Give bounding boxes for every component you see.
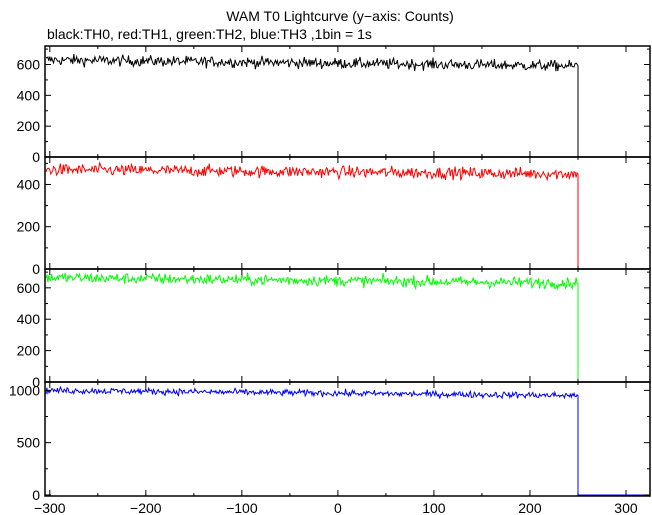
x-tick-label: 100 (422, 500, 446, 515)
panel-frame-4 (44, 381, 651, 497)
series-line-th1 (45, 161, 650, 270)
y-tick-label: 600 (17, 280, 41, 296)
series-line-th2 (45, 272, 650, 383)
y-tick-label: 0 (32, 374, 40, 390)
y-tick-label: 200 (17, 118, 41, 134)
y-tick-label: 400 (17, 311, 41, 327)
x-tick-label: −200 (130, 500, 162, 515)
chart-title: WAM T0 Lightcurve (y−axis: Counts) (226, 8, 454, 24)
series-line-th0 (45, 54, 650, 158)
y-tick-label: 500 (17, 435, 41, 451)
y-tick-label: 200 (17, 219, 41, 235)
y-tick-label: 600 (17, 57, 41, 73)
x-tick-label: −300 (34, 500, 66, 515)
x-tick-label: −100 (226, 500, 258, 515)
x-tick-label: 300 (614, 500, 638, 515)
y-tick-label: 400 (17, 176, 41, 192)
y-tick-label: 0 (32, 261, 40, 277)
y-tick-label: 0 (32, 149, 40, 165)
y-tick-label: 200 (17, 343, 41, 359)
x-tick-label: 0 (334, 500, 342, 515)
panel-frame-2 (44, 156, 651, 270)
y-tick-label: 0 (32, 487, 40, 503)
chart-subtitle: black:TH0, red:TH1, green:TH2, blue:TH3 … (47, 26, 372, 42)
series-line-th3 (45, 385, 650, 496)
y-tick-label: 1000 (9, 382, 40, 398)
y-tick-label: 400 (17, 87, 41, 103)
x-tick-label: 200 (518, 500, 542, 515)
